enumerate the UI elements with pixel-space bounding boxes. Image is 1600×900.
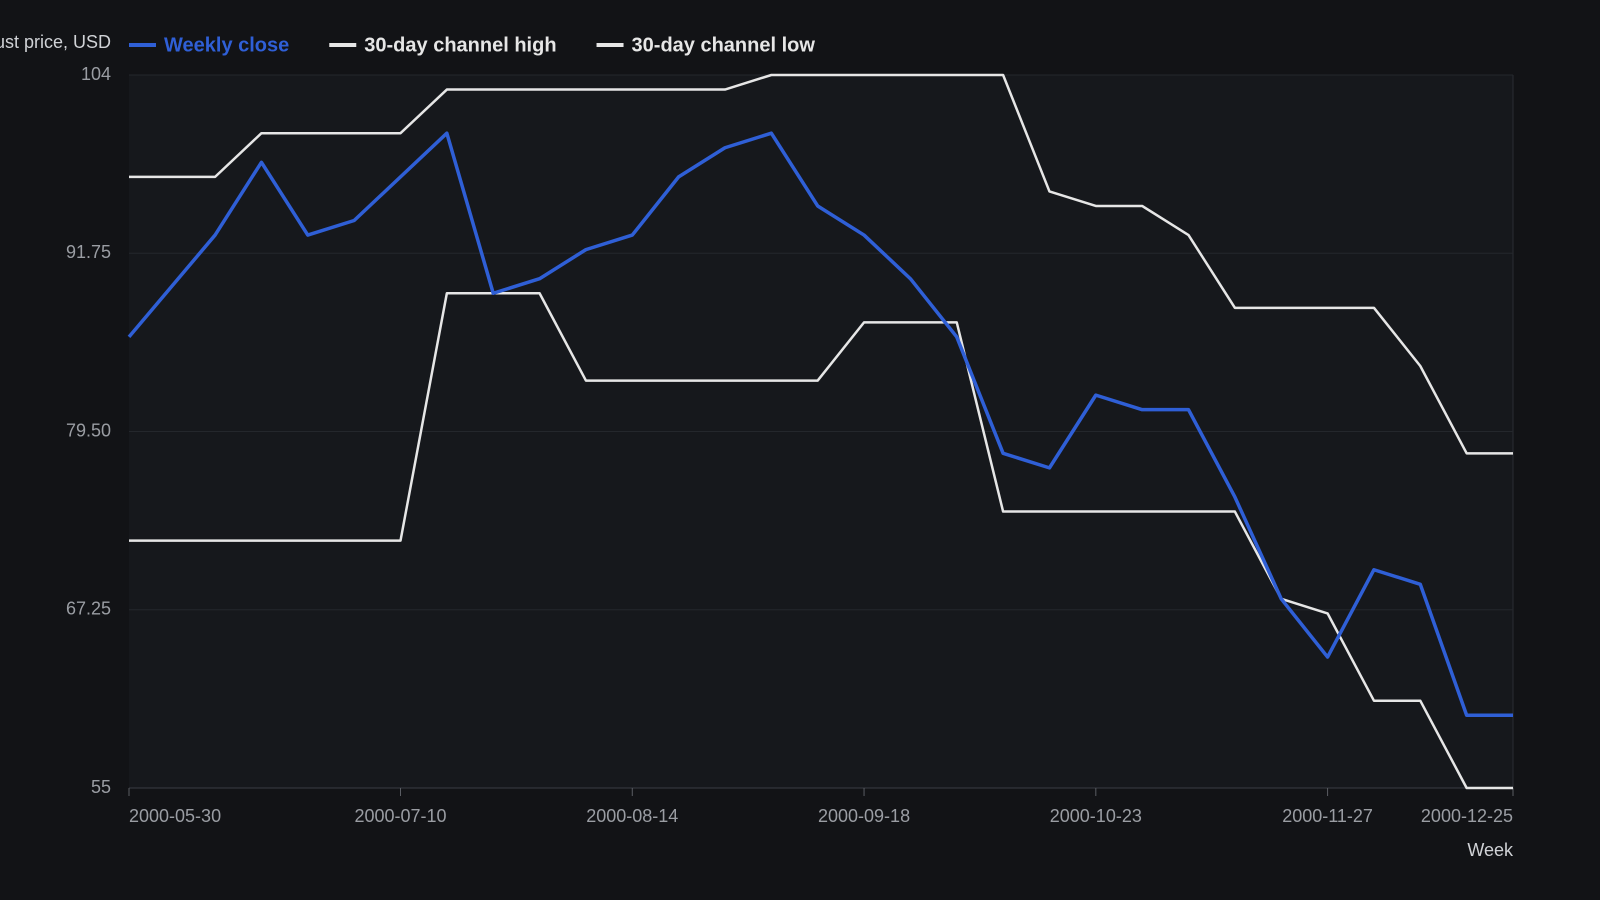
x-axis-label: Week <box>1467 840 1514 860</box>
x-tick-label: 2000-12-25 <box>1421 806 1513 826</box>
x-tick-label: 2000-11-27 <box>1282 806 1373 826</box>
y-tick-label: 104 <box>81 64 111 84</box>
x-tick-label: 2000-09-18 <box>818 806 910 826</box>
y-tick-label: 91.75 <box>66 242 111 262</box>
series-line <box>129 292 1513 790</box>
series-line <box>129 73 1513 455</box>
y-tick-label: 67.25 <box>66 599 111 619</box>
series-line <box>127 131 1513 717</box>
legend-label: Weekly close <box>164 34 289 56</box>
x-tick-label: 2000-05-30 <box>129 806 221 826</box>
y-tick-label: 79.50 <box>66 420 111 440</box>
y-axis-label: Adjust price, USD <box>0 32 111 52</box>
y-tick-label: 55 <box>91 777 111 797</box>
legend-label: 30-day channel high <box>364 34 556 56</box>
x-tick-label: 2000-07-10 <box>354 806 446 826</box>
x-tick-label: 2000-08-14 <box>586 806 678 826</box>
legend-label: 30-day channel low <box>632 34 816 56</box>
x-tick-label: 2000-10-23 <box>1050 806 1142 826</box>
